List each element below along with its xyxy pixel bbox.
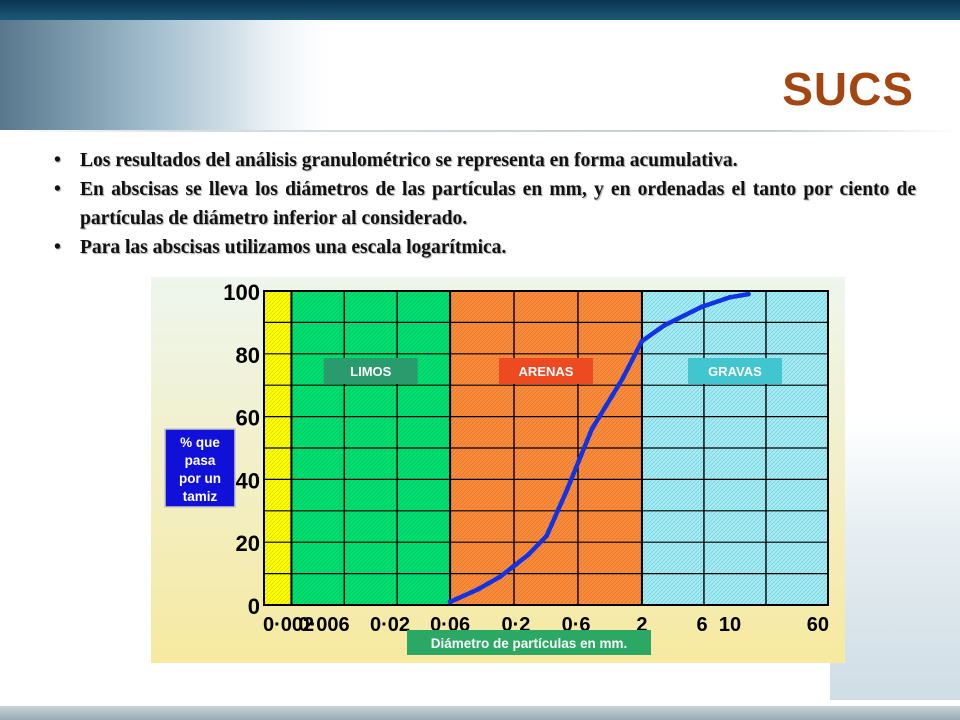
y-tick-label: 60: [236, 406, 260, 431]
bullet-dot: •: [54, 237, 61, 258]
grading-curve-point: [699, 304, 705, 310]
x-tick-label: 60: [807, 614, 829, 636]
grading-curve-point: [639, 338, 645, 344]
footer-bar: [0, 706, 960, 720]
grading-curve-point: [475, 586, 481, 592]
header-photo-fade: [0, 20, 960, 135]
bullet-dot: •: [54, 150, 61, 171]
region-label-box: [687, 358, 782, 384]
x-axis-label: Diámetro de partículas en mm.: [407, 630, 651, 655]
grading-curve-point: [589, 426, 595, 432]
grading-curve-point: [563, 489, 569, 495]
header-rule: [0, 130, 960, 132]
y-axis-label-box: [164, 428, 236, 508]
region-label-text: GRAVAS: [708, 364, 762, 379]
x-tick-label: 0·02: [370, 614, 410, 636]
x-tick-label: 10: [719, 614, 741, 636]
grading-curve-point: [544, 533, 549, 539]
x-tick-label: 0·002: [263, 614, 314, 636]
bullet-dot: •: [54, 179, 61, 200]
grading-curve-point: [745, 291, 751, 297]
bullet-text: Los resultados del análisis granulométri…: [80, 150, 738, 171]
top-bar: [0, 0, 960, 20]
y-tick-label: 20: [236, 531, 260, 556]
y-axis-label: % que pasa por un tamiz: [164, 428, 236, 508]
x-tick-label: 6: [696, 614, 707, 636]
bullet-text: Para las abscisas utilizamos una escala …: [80, 237, 507, 258]
grading-curve-point: [525, 552, 531, 558]
grading-curve-point: [661, 323, 667, 328]
y-axis-label-text: pasa: [185, 453, 216, 468]
region-label-box: [499, 358, 593, 384]
y-tick-label: 80: [236, 343, 260, 368]
y-tick-label: 100: [223, 280, 260, 305]
y-tick-label: 0: [248, 594, 260, 619]
grading-curve-point: [447, 599, 453, 605]
bullet-text: En abscisas se lleva los diámetros de la…: [80, 179, 916, 229]
grain-size-chart: LIMOS ARENAS GRAVAS 0 20 40 60 80 100 0·0020·00…: [151, 277, 845, 663]
region-label-box: [323, 358, 418, 384]
bullet-item: • En abscisas se lleva los diámetros de l…: [52, 175, 916, 233]
office-background-image: [830, 420, 960, 700]
slide-title: SUCS: [782, 63, 914, 115]
x-axis-label-text: Diámetro de partículas en mm.: [431, 636, 628, 651]
grading-curve-point: [620, 376, 625, 382]
x-axis-label-box: [407, 630, 651, 655]
grading-curve-point: [497, 574, 503, 580]
plot-frame: [263, 290, 829, 606]
x-tick-label: 2: [636, 614, 647, 636]
y-axis-label-text: % que: [180, 435, 220, 450]
grading-curve-point: [727, 294, 733, 300]
y-tick-label: 40: [236, 468, 260, 493]
x-tick-label: 0·006: [299, 614, 350, 636]
bullet-item: • Los resultados del análisis granulométr…: [52, 146, 916, 175]
region-label-arenas: ARENAS: [499, 358, 593, 384]
bullet-item: • Para las abscisas utilizamos una escala…: [52, 233, 916, 262]
region-label-gravas: GRAVAS: [687, 358, 782, 384]
region-label-text: LIMOS: [350, 364, 391, 379]
y-axis-label-text: tamiz: [183, 489, 218, 504]
region-label-text: ARENAS: [519, 364, 574, 379]
y-axis-label-text: por un: [179, 471, 221, 486]
region-label-limos: LIMOS: [323, 358, 418, 384]
bullet-list: • Los resultados del análisis granulométr…: [52, 146, 916, 262]
